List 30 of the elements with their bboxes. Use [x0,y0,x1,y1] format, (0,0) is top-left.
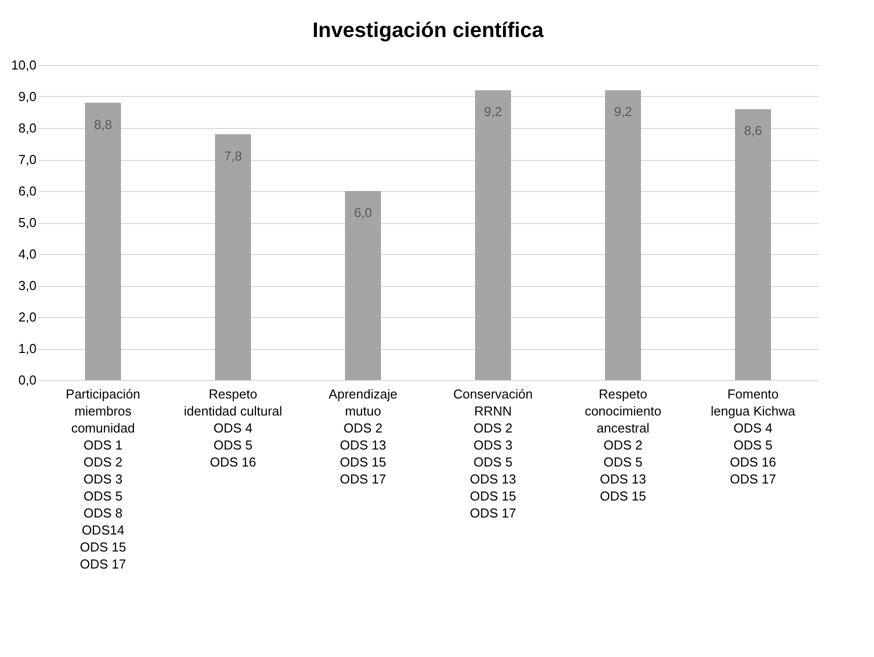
x-tick-label: Fomento lengua Kichwa ODS 4 ODS 5 ODS 16 ODS 17 [710,386,796,486]
data-label: 9,2 [484,104,502,120]
x-tick-label: Respeto conocimiento ancestral ODS 2 ODS 5 ODS 13 ODS 15 [584,386,662,504]
bar [735,109,771,380]
bar [605,90,641,380]
data-label: 7,8 [224,148,242,164]
bar [85,102,121,380]
y-tick-label: 1,0 [18,341,36,356]
data-label: 9,2 [614,104,632,120]
x-tick-label: Respeto identidad cultural ODS 4 ODS 5 ODS 16 [184,386,282,470]
chart-title: Investigación científica [312,19,544,42]
y-tick-label: 9,0 [18,89,36,104]
data-label: 6,0 [354,205,372,220]
y-tick-label: 10,0 [11,58,36,72]
bar [345,191,381,380]
y-tick-label: 6,0 [18,184,36,198]
data-label: 8,8 [94,116,112,132]
x-tick-label: Conservación RRNN ODS 2 ODS 3 ODS 5 ODS 13 ODS 15 ODS 17 [453,386,533,520]
category-label: Participación miembros comunidad ODS 1 ODS 2 ODS 3 ODS 5 ODS 8 ODS14 ODS 15 ODS 17 [66,386,140,572]
bar [475,90,511,380]
x-tick-label: Aprendizaje mutuo ODS 2 ODS 13 ODS 15 ODS 17 [328,386,398,486]
y-tick-label: 3,0 [18,278,36,293]
bar [215,134,251,380]
y-tick-label: 7,0 [18,152,36,167]
y-tick-label: 5,0 [18,215,36,230]
y-tick-label: 0,0 [18,372,36,388]
y-tick-label: 4,0 [18,246,36,262]
y-tick-label: 2,0 [18,310,36,324]
y-tick-label: 8,0 [18,120,36,136]
data-label: 8,6 [744,123,762,138]
